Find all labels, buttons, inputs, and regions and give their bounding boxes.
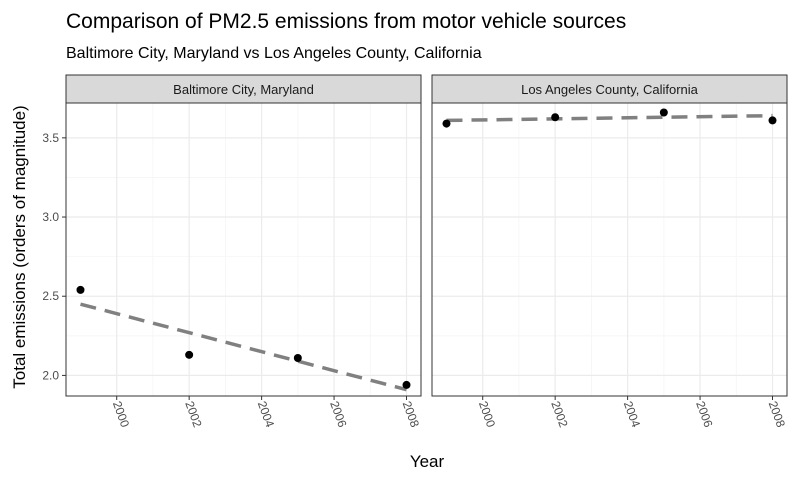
facet-panel-2: Los Angeles County, California 2000 2002 20…: [431, 74, 788, 429]
data-point: [659, 108, 668, 117]
panel-background: [432, 103, 787, 396]
trend-line: [80, 302, 407, 392]
facet-strip-label: Los Angeles County, California: [521, 82, 699, 97]
y-tick-label: 2.0: [42, 368, 59, 382]
x-tick-label: 2000: [110, 399, 132, 429]
data-point: [76, 285, 85, 294]
data-point: [185, 350, 194, 359]
x-axis-title: Year: [410, 452, 445, 471]
x-tick-label: 2002: [182, 399, 204, 429]
x-tick-label: 2006: [693, 399, 715, 429]
x-tick-label: 2004: [621, 399, 643, 429]
panel-background: [66, 103, 421, 396]
facet-strip: [431, 74, 788, 104]
panel-border: [65, 102, 422, 397]
data-point: [293, 353, 302, 362]
data-point: [551, 113, 560, 122]
x-tick-label: 2000: [476, 399, 498, 429]
chart-title: Comparison of PM2.5 emissions from motor…: [66, 10, 626, 33]
y-tick-label: 3.0: [42, 210, 59, 224]
y-axis-title: Total emissions (orders of magnitude): [10, 105, 29, 388]
trend-line: [446, 113, 773, 123]
x-tick-label: 2006: [327, 399, 349, 429]
y-tick-label: 3.5: [42, 131, 59, 145]
y-tick-label: 2.5: [42, 289, 59, 303]
facet-panels: Baltimore City, Maryland 2000 2002 2004 2006…: [42, 74, 788, 429]
facet-strip: [65, 74, 422, 104]
data-point: [442, 119, 451, 128]
x-tick-label: 2008: [766, 399, 788, 429]
data-point: [768, 116, 777, 125]
x-tick-label: 2002: [548, 399, 570, 429]
data-point: [402, 380, 411, 389]
panel-border: [431, 102, 788, 397]
chart-subtitle: Baltimore City, Maryland vs Los Angeles …: [66, 45, 482, 62]
facet-strip-label: Baltimore City, Maryland: [173, 82, 314, 97]
x-tick-label: 2008: [400, 399, 422, 429]
facet-panel-1: Baltimore City, Maryland 2000 2002 2004 2006…: [42, 74, 422, 429]
x-tick-label: 2004: [255, 399, 277, 429]
